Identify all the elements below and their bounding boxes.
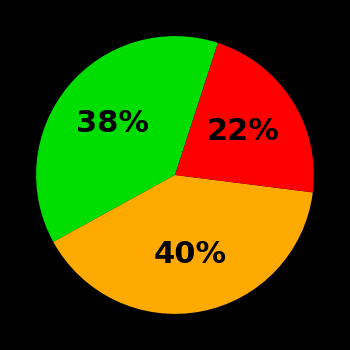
Text: 40%: 40% xyxy=(154,240,227,269)
Wedge shape xyxy=(36,36,218,242)
Text: 38%: 38% xyxy=(76,109,149,138)
Text: 22%: 22% xyxy=(206,117,279,146)
Wedge shape xyxy=(175,43,314,192)
Wedge shape xyxy=(53,175,313,314)
